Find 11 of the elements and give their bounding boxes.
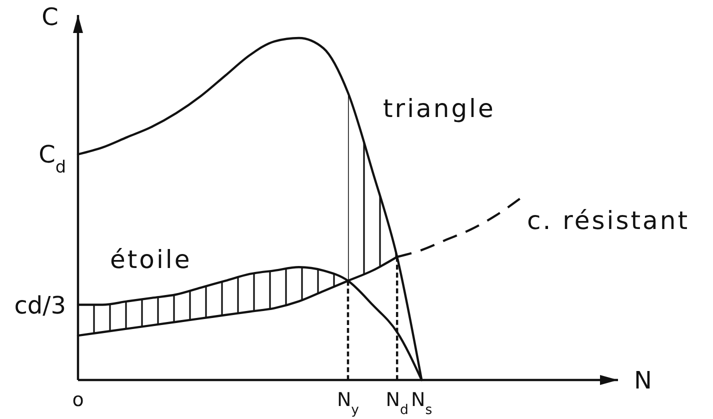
y-axis-title: C <box>42 3 58 31</box>
x-tick-label: o <box>72 389 84 411</box>
series-label: étoile <box>110 245 192 274</box>
series-label: triangle <box>383 94 496 123</box>
x-tick-label: N$_{d}$ <box>386 389 408 418</box>
x-tick-label: N$_{y}$ <box>336 389 360 418</box>
series-label: c. résistant <box>527 206 690 235</box>
text: C$_{d}$ <box>38 140 66 176</box>
x-tick-label: N$_{s}$ <box>411 389 432 418</box>
x-axis-title: N <box>634 366 652 394</box>
text: cd/3 <box>14 291 66 320</box>
